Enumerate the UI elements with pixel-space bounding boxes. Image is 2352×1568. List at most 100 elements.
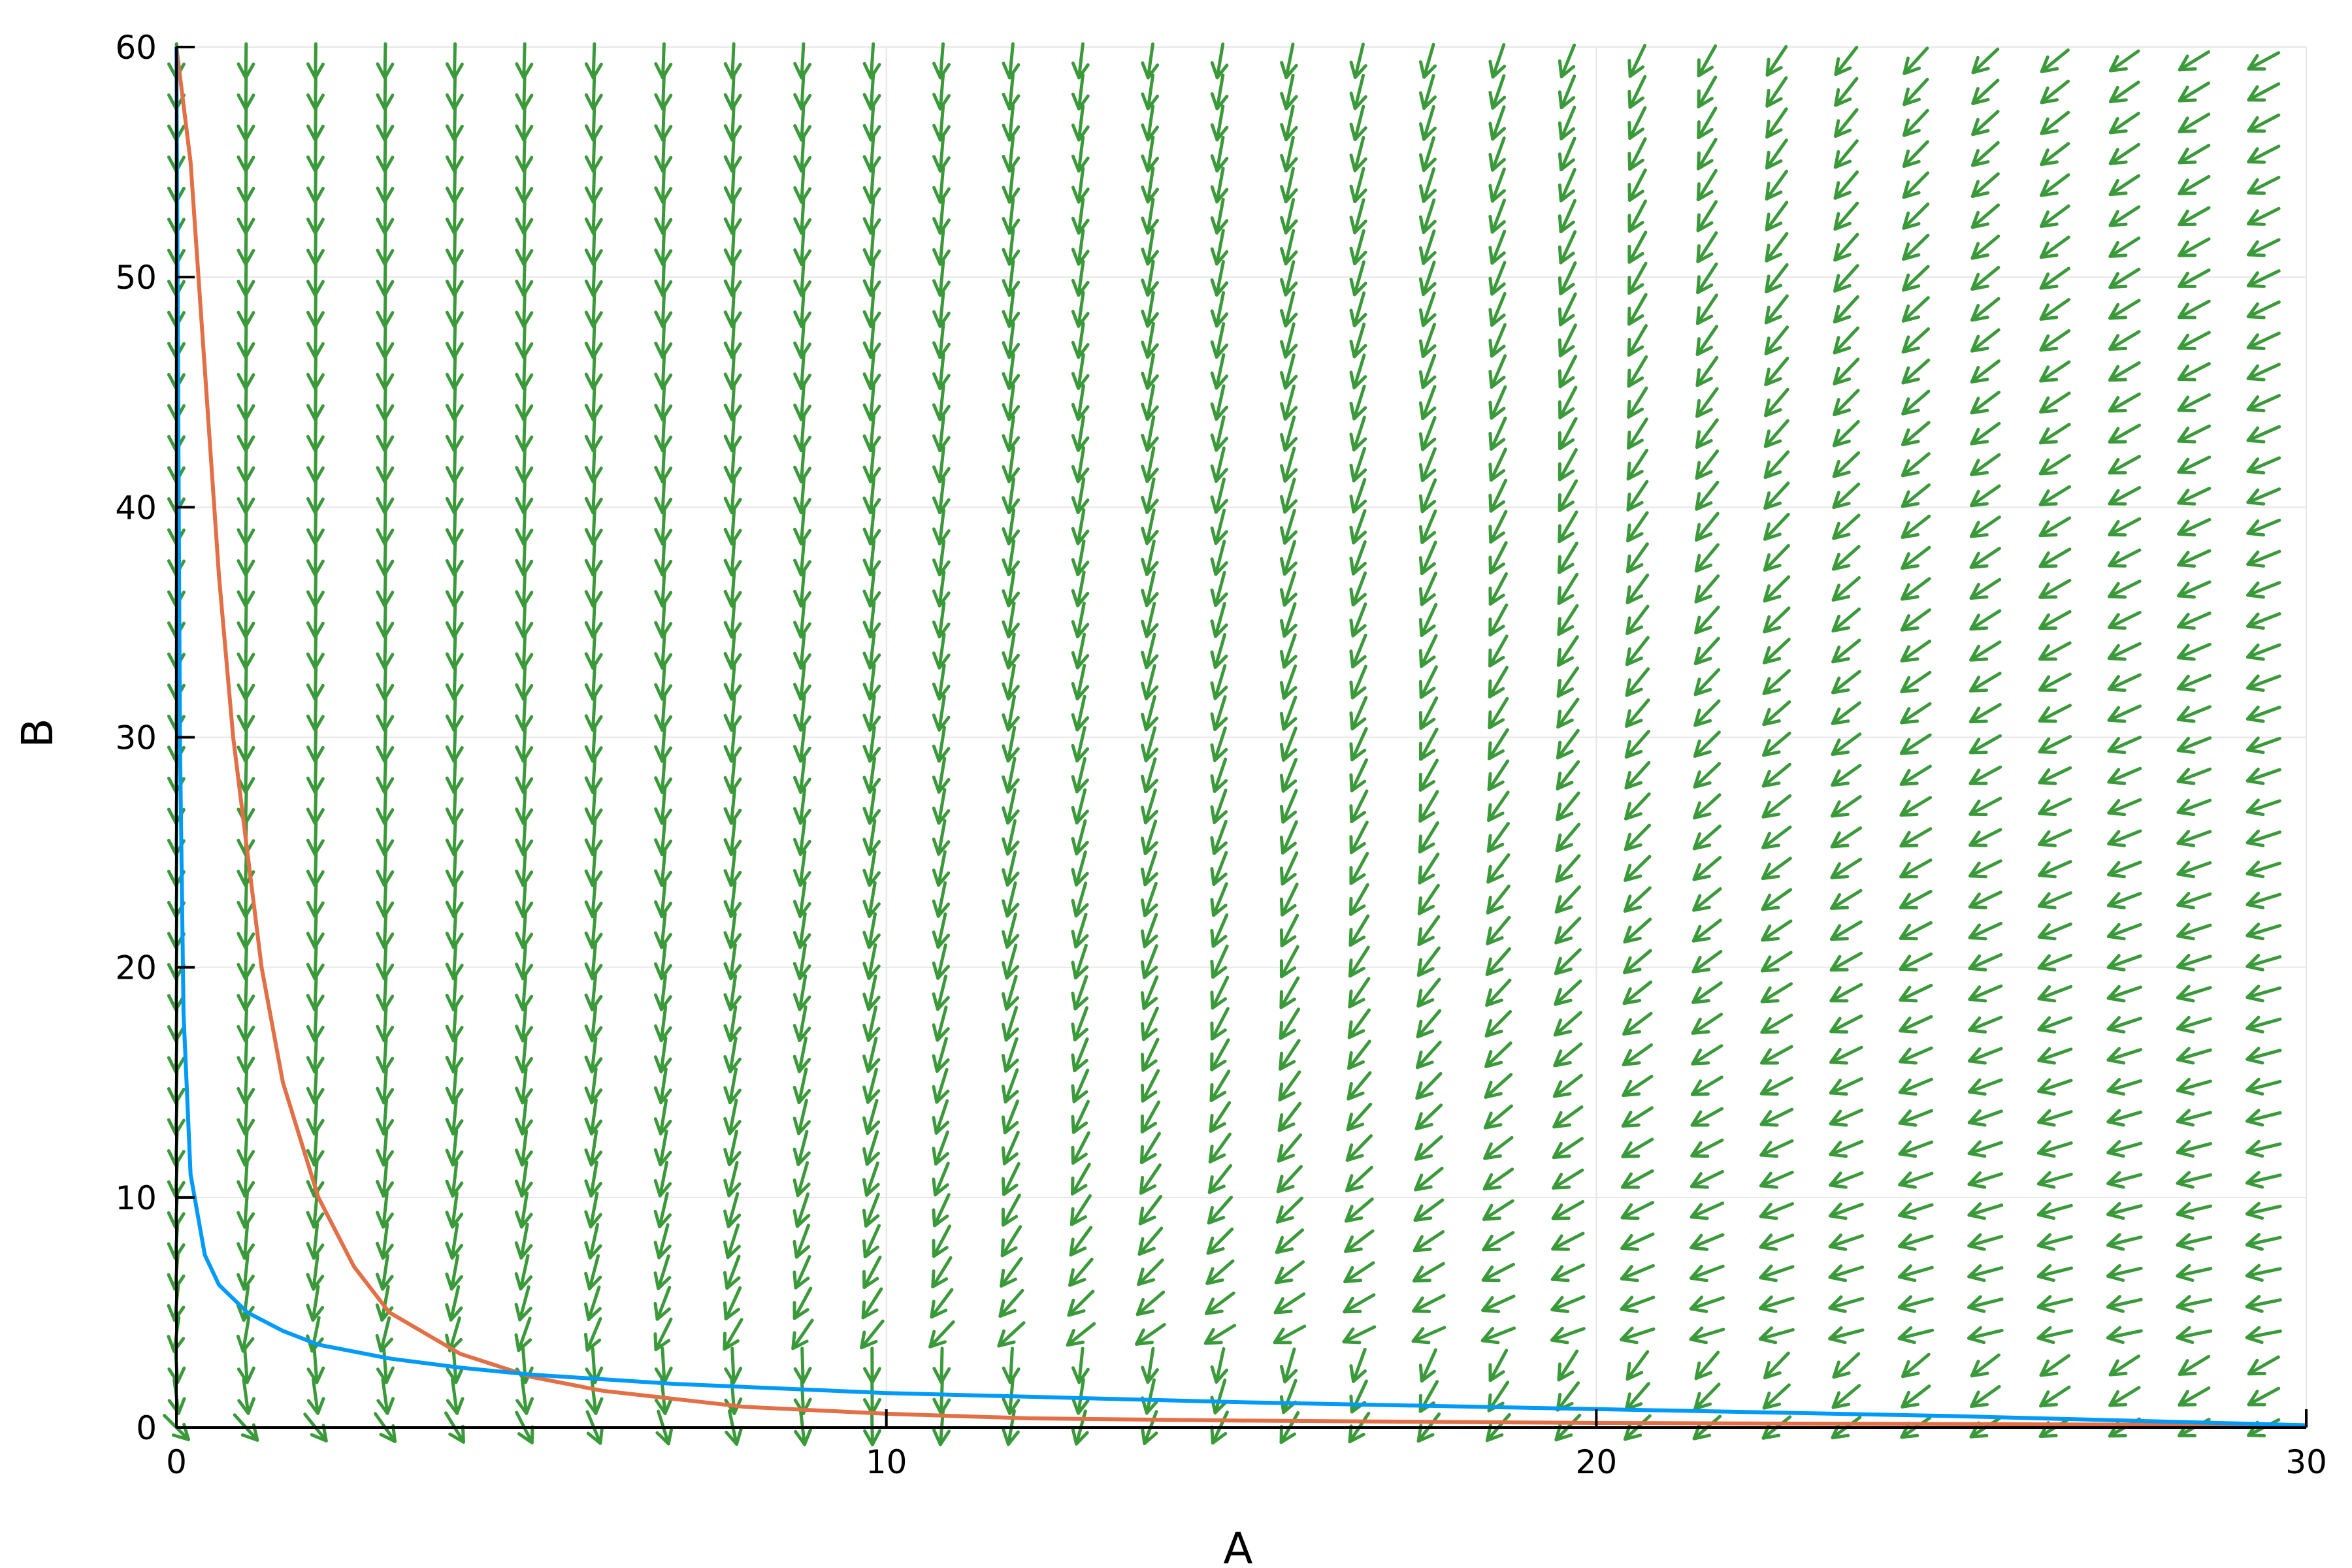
arrow-head bbox=[1490, 313, 1506, 327]
vector-arrow bbox=[1273, 1292, 1306, 1315]
arrow-head bbox=[659, 1119, 672, 1135]
arrow-head bbox=[1416, 958, 1423, 977]
arrow-head bbox=[167, 1149, 178, 1167]
arrow-shaft bbox=[585, 1316, 602, 1352]
arrow-head bbox=[1210, 464, 1218, 483]
arrow-head bbox=[800, 373, 812, 390]
arrow-head bbox=[2036, 1151, 2056, 1158]
vector-arrow bbox=[1418, 447, 1437, 482]
vector-arrow bbox=[1002, 819, 1020, 856]
arrow-head bbox=[862, 372, 873, 390]
arrow-shaft bbox=[937, 757, 947, 794]
arrow-head bbox=[167, 528, 178, 546]
vector-arrow bbox=[653, 1130, 672, 1167]
arrow-head bbox=[1695, 470, 1713, 480]
arrow-head bbox=[1485, 1433, 1504, 1443]
arrow-head bbox=[452, 373, 464, 391]
arrow-head bbox=[800, 155, 812, 173]
arrow-head bbox=[1143, 934, 1158, 949]
arrow-head bbox=[167, 590, 178, 608]
arrow-shaft bbox=[1486, 853, 1511, 884]
vector-arrow bbox=[376, 787, 395, 825]
arrow-shaft bbox=[1145, 446, 1156, 483]
arrow-head bbox=[792, 776, 802, 794]
arrow-shaft bbox=[1349, 851, 1369, 885]
arrow-head bbox=[1483, 1123, 1503, 1130]
arrow-head bbox=[1002, 744, 1010, 763]
arrow-shaft bbox=[2036, 1203, 2073, 1217]
arrow-head bbox=[869, 404, 881, 421]
arrow-shaft bbox=[659, 1067, 668, 1105]
arrow-shaft bbox=[591, 632, 596, 670]
arrow-head bbox=[167, 466, 178, 483]
vector-arrow bbox=[1758, 1326, 1795, 1345]
arrow-head bbox=[1762, 750, 1781, 757]
arrow-head bbox=[1696, 252, 1714, 263]
arrow-head bbox=[932, 310, 942, 328]
vector-arrow bbox=[1280, 105, 1298, 142]
arrow-head bbox=[244, 559, 255, 577]
vector-arrow bbox=[1480, 1326, 1516, 1345]
vector-arrow bbox=[1141, 229, 1159, 266]
arrow-head bbox=[1486, 905, 1504, 915]
arrow-head bbox=[730, 404, 742, 421]
arrow-head bbox=[314, 124, 325, 142]
arrow-head bbox=[1077, 125, 1090, 142]
arrow-head bbox=[1558, 469, 1575, 482]
arrow-shaft bbox=[1620, 1201, 1655, 1220]
arrow-shaft bbox=[1830, 857, 1863, 879]
arrow-shaft bbox=[1351, 540, 1367, 576]
arrow-head bbox=[237, 404, 248, 421]
vector-arrow bbox=[1901, 452, 1931, 478]
arrow-shaft bbox=[587, 1285, 601, 1322]
arrow-shaft bbox=[591, 384, 596, 421]
arrow-shaft bbox=[1551, 1232, 1585, 1251]
arrow-head bbox=[2038, 520, 2050, 538]
vector-arrow bbox=[654, 73, 673, 111]
arrow-head bbox=[730, 653, 742, 670]
arrow-head bbox=[1205, 1278, 1224, 1285]
arrow-shaft bbox=[1559, 199, 1577, 234]
arrow-head bbox=[1897, 1306, 1917, 1313]
arrow-shaft bbox=[1486, 915, 1511, 945]
arrow-head bbox=[1560, 65, 1576, 78]
arrow-head bbox=[654, 341, 664, 359]
arrow-head bbox=[800, 218, 812, 235]
arrow-head bbox=[661, 435, 673, 453]
arrow-head bbox=[800, 93, 812, 111]
arrow-head bbox=[1898, 1140, 1912, 1156]
arrow-head bbox=[868, 591, 881, 608]
vector-arrow bbox=[1280, 135, 1298, 172]
vector-arrow bbox=[1414, 1166, 1444, 1192]
arrow-head bbox=[1420, 531, 1437, 544]
vector-arrow bbox=[1759, 1233, 1795, 1251]
arrow-head bbox=[1411, 1339, 1431, 1345]
arrow-head bbox=[515, 1399, 529, 1415]
arrow-head bbox=[729, 902, 742, 919]
vector-arrow bbox=[237, 321, 255, 359]
arrow-head bbox=[376, 808, 386, 825]
arrow-head bbox=[1140, 1083, 1145, 1103]
arrow-head bbox=[798, 840, 811, 856]
vector-arrow bbox=[584, 943, 603, 981]
vector-arrow bbox=[445, 601, 464, 639]
arrow-head bbox=[306, 683, 317, 701]
arrow-head bbox=[452, 715, 464, 732]
arrow-shaft bbox=[1006, 663, 1016, 701]
arrow-head bbox=[584, 714, 595, 732]
vector-arrow bbox=[1210, 789, 1228, 825]
vector-arrow bbox=[1488, 603, 1509, 637]
vector-arrow bbox=[1485, 978, 1512, 1007]
arrow-shaft bbox=[1073, 943, 1088, 980]
arrow-head bbox=[938, 436, 951, 452]
vector-arrow bbox=[376, 73, 395, 111]
arrow-head bbox=[306, 714, 317, 732]
arrow-head bbox=[237, 1273, 246, 1291]
vector-arrow bbox=[306, 539, 325, 577]
vector-arrow bbox=[515, 632, 534, 670]
vector-arrow bbox=[932, 73, 951, 111]
arrow-shaft bbox=[1007, 73, 1015, 111]
arrow-head bbox=[445, 994, 455, 1011]
vector-arrow bbox=[515, 73, 534, 111]
arrow-head bbox=[1145, 685, 1159, 700]
